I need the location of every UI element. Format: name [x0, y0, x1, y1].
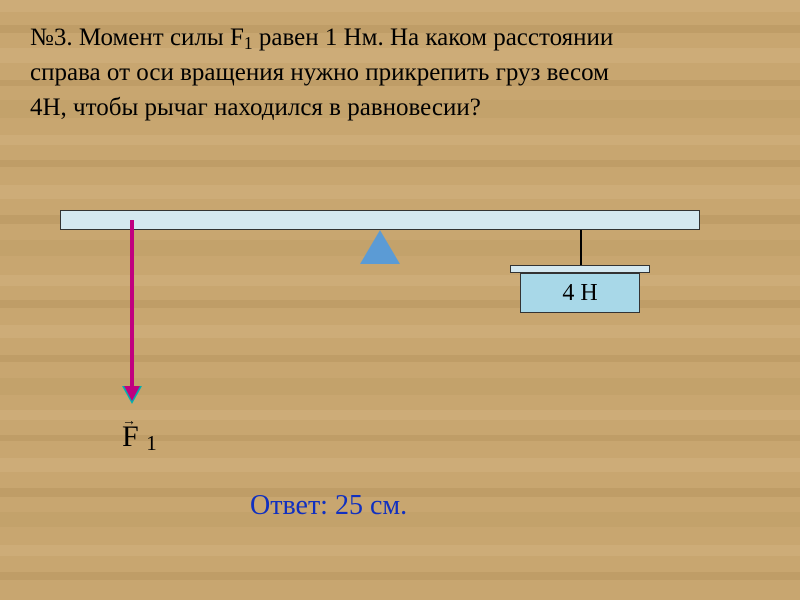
force-label: → F 1 [122, 420, 157, 454]
force-arrow-head [124, 386, 140, 401]
fulcrum-triangle [360, 230, 400, 264]
problem-statement: №3. Момент силы F1 равен 1 Нм. На каком … [30, 20, 770, 125]
lever-beam [60, 210, 700, 230]
answer-prefix: Ответ: [250, 490, 335, 521]
problem-line2: справа от оси вращения нужно прикрепить … [30, 59, 609, 86]
problem-number: №3. [30, 24, 73, 51]
problem-line3: 4Н, чтобы рычаг находился в равновесии? [30, 94, 481, 121]
answer-text: Ответ: 25 см. [250, 490, 407, 522]
problem-line1-b: равен 1 Нм. На каком расстоянии [253, 24, 614, 51]
weight-string [580, 230, 582, 265]
force-label-sub: 1 [146, 431, 157, 455]
weight-rim [510, 265, 650, 273]
weight-label: 4 Н [562, 280, 597, 307]
lever-diagram: 4 Н → F 1 [60, 200, 700, 480]
weight-box: 4 Н [520, 273, 640, 313]
answer-value: 25 см. [335, 490, 407, 521]
force-arrow-line [130, 220, 134, 390]
slide-content: №3. Момент силы F1 равен 1 Нм. На каком … [0, 0, 800, 145]
problem-line1-a: Момент силы F [73, 24, 244, 51]
vector-arrow-icon: → [122, 414, 136, 430]
problem-sub1: 1 [244, 33, 253, 53]
